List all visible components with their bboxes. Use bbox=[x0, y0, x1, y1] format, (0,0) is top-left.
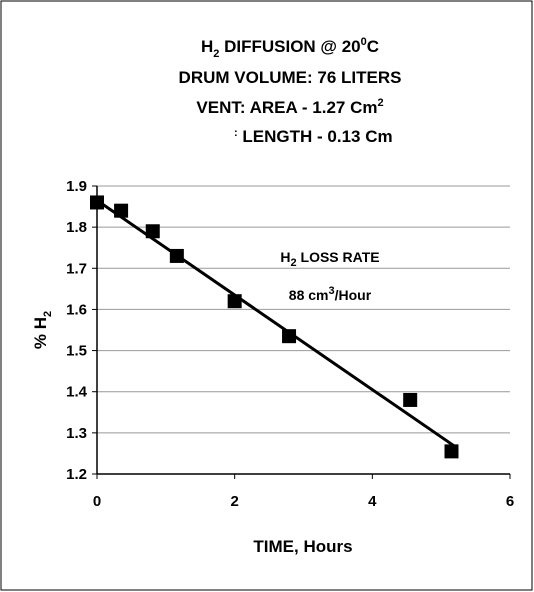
trend-line bbox=[96, 199, 456, 448]
y-tick-label: 1.3 bbox=[66, 425, 87, 442]
x-tick-label: 2 bbox=[230, 493, 238, 510]
y-axis-label: % H2 bbox=[31, 311, 54, 349]
y-tick-label: 1.8 bbox=[66, 219, 87, 236]
x-axis-label: TIME, Hours bbox=[253, 537, 352, 556]
chart-title: DRUM VOLUME: 76 LITERS bbox=[179, 68, 402, 87]
y-tick-label: 1.5 bbox=[66, 343, 87, 360]
marker bbox=[282, 329, 297, 344]
marker bbox=[403, 392, 418, 407]
y-tick-label: 1.6 bbox=[66, 301, 87, 318]
annotation: H2 LOSS RATE bbox=[280, 249, 379, 269]
marker bbox=[444, 444, 459, 459]
y-tick-label: 1.9 bbox=[66, 178, 87, 195]
chart-title: : LENGTH - 0.13 Cm bbox=[234, 127, 393, 146]
x-tick-label: 0 bbox=[93, 493, 101, 510]
y-tick-label: 1.4 bbox=[66, 384, 88, 401]
annotation: 88 cm3/Hour bbox=[289, 285, 372, 303]
chart-title: VENT: AREA - 1.27 Cm2 bbox=[196, 97, 383, 117]
y-tick-label: 1.7 bbox=[66, 260, 87, 277]
x-tick-label: 6 bbox=[506, 493, 514, 510]
chart-title: H2 DIFFUSION @ 200C bbox=[201, 36, 379, 60]
marker bbox=[90, 195, 104, 210]
x-tick-label: 4 bbox=[368, 493, 377, 510]
y-tick-label: 1.2 bbox=[66, 466, 87, 483]
